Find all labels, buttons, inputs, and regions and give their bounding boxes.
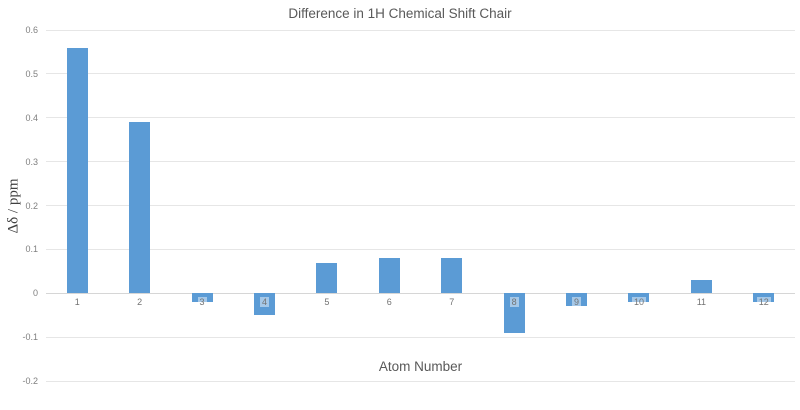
gridline bbox=[46, 29, 795, 31]
x-tick-label: 2 bbox=[126, 297, 154, 308]
x-tick-label: 10 bbox=[625, 297, 653, 308]
bar-atom-8 bbox=[503, 293, 525, 333]
y-axis-title: Δδ / ppm bbox=[5, 177, 22, 234]
bar-atom-12 bbox=[753, 293, 775, 303]
gridline bbox=[46, 117, 795, 119]
gridline bbox=[46, 336, 795, 338]
x-tick-label: 11 bbox=[687, 297, 715, 308]
y-tick-label: 0.6 bbox=[25, 25, 38, 35]
y-tick-label: 0.3 bbox=[25, 156, 38, 167]
bar-atom-9 bbox=[566, 293, 588, 307]
y-tick-label: 0.5 bbox=[25, 68, 38, 79]
x-tick-label-text: 3 bbox=[197, 297, 207, 308]
bar-atom-3 bbox=[191, 293, 213, 303]
gridline bbox=[46, 161, 795, 163]
gridline bbox=[46, 73, 795, 75]
x-tick-label: 3 bbox=[188, 297, 216, 308]
y-tick-label: -0.2 bbox=[22, 376, 38, 386]
x-tick-label: 6 bbox=[375, 297, 403, 308]
chart-title: Difference in 1H Chemical Shift Chair bbox=[288, 6, 512, 21]
x-tick-label-text: 4 bbox=[259, 297, 269, 308]
x-tick-label-text: 7 bbox=[447, 297, 457, 308]
x-tick-label: 4 bbox=[250, 297, 278, 308]
x-axis-line bbox=[46, 292, 795, 294]
x-tick-label: 12 bbox=[750, 297, 778, 308]
x-tick-label: 5 bbox=[313, 297, 341, 308]
bar-atom-4 bbox=[253, 293, 275, 316]
y-tick-label: 0.1 bbox=[25, 244, 38, 255]
x-tick-label-text: 10 bbox=[631, 297, 646, 308]
x-tick-label-text: 1 bbox=[72, 297, 82, 308]
y-tick-label: 0.2 bbox=[25, 200, 38, 211]
x-tick-label: 7 bbox=[438, 297, 466, 308]
x-tick-label-text: 8 bbox=[509, 297, 519, 308]
x-tick-label-text: 6 bbox=[384, 297, 394, 308]
bar-atom-5 bbox=[316, 262, 338, 294]
bar-atom-2 bbox=[129, 122, 151, 294]
x-tick-label: 1 bbox=[63, 297, 91, 308]
x-tick-label-text: 2 bbox=[135, 297, 145, 308]
x-tick-label: 8 bbox=[500, 297, 528, 308]
x-tick-label-text: 5 bbox=[322, 297, 332, 308]
gridline bbox=[46, 380, 795, 382]
x-tick-label-text: 11 bbox=[694, 297, 709, 308]
y-tick-label: -0.1 bbox=[22, 332, 38, 343]
bar-atom-7 bbox=[441, 258, 463, 294]
gridline bbox=[46, 205, 795, 206]
y-tick-label: 0 bbox=[32, 288, 38, 299]
bar-atom-6 bbox=[378, 258, 400, 294]
bar-atom-10 bbox=[628, 293, 650, 303]
bar-atom-1 bbox=[66, 47, 88, 294]
x-axis-title: Atom Number bbox=[378, 359, 463, 374]
x-tick-label-text: 12 bbox=[756, 297, 771, 308]
x-tick-label-text: 9 bbox=[572, 297, 582, 308]
y-tick-label: 0.4 bbox=[25, 112, 38, 123]
gridline bbox=[46, 248, 795, 250]
x-tick-label: 9 bbox=[563, 297, 591, 308]
bar-atom-11 bbox=[690, 280, 712, 294]
